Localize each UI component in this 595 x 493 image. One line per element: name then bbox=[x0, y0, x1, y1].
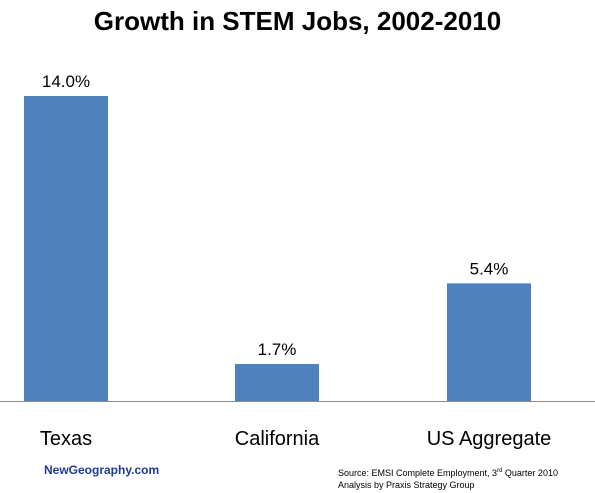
category-label: Texas bbox=[40, 428, 92, 450]
source-line-1-suffix: Quarter 2010 bbox=[502, 468, 558, 478]
data-label: 14.0% bbox=[42, 72, 90, 91]
category-label: California bbox=[235, 428, 320, 450]
source-line-1-prefix: Source: EMSI Complete Employment, 3 bbox=[338, 468, 498, 478]
category-label: US Aggregate bbox=[427, 428, 552, 450]
data-label: 5.4% bbox=[470, 259, 509, 278]
chart-title: Growth in STEM Jobs, 2002-2010 bbox=[93, 6, 502, 36]
source-line-1-sup: rd bbox=[497, 468, 503, 474]
bar-california bbox=[235, 363, 319, 401]
bar-us-aggregate bbox=[447, 283, 531, 401]
bar-texas bbox=[24, 96, 108, 401]
source-line-2: Analysis by Praxis Strategy Group bbox=[338, 480, 475, 490]
data-label: 1.7% bbox=[258, 340, 297, 359]
source-note: Source: EMSI Complete Employment, 3rd Qu… bbox=[338, 465, 558, 491]
brand-logo-text: NewGeography.com bbox=[44, 463, 160, 477]
